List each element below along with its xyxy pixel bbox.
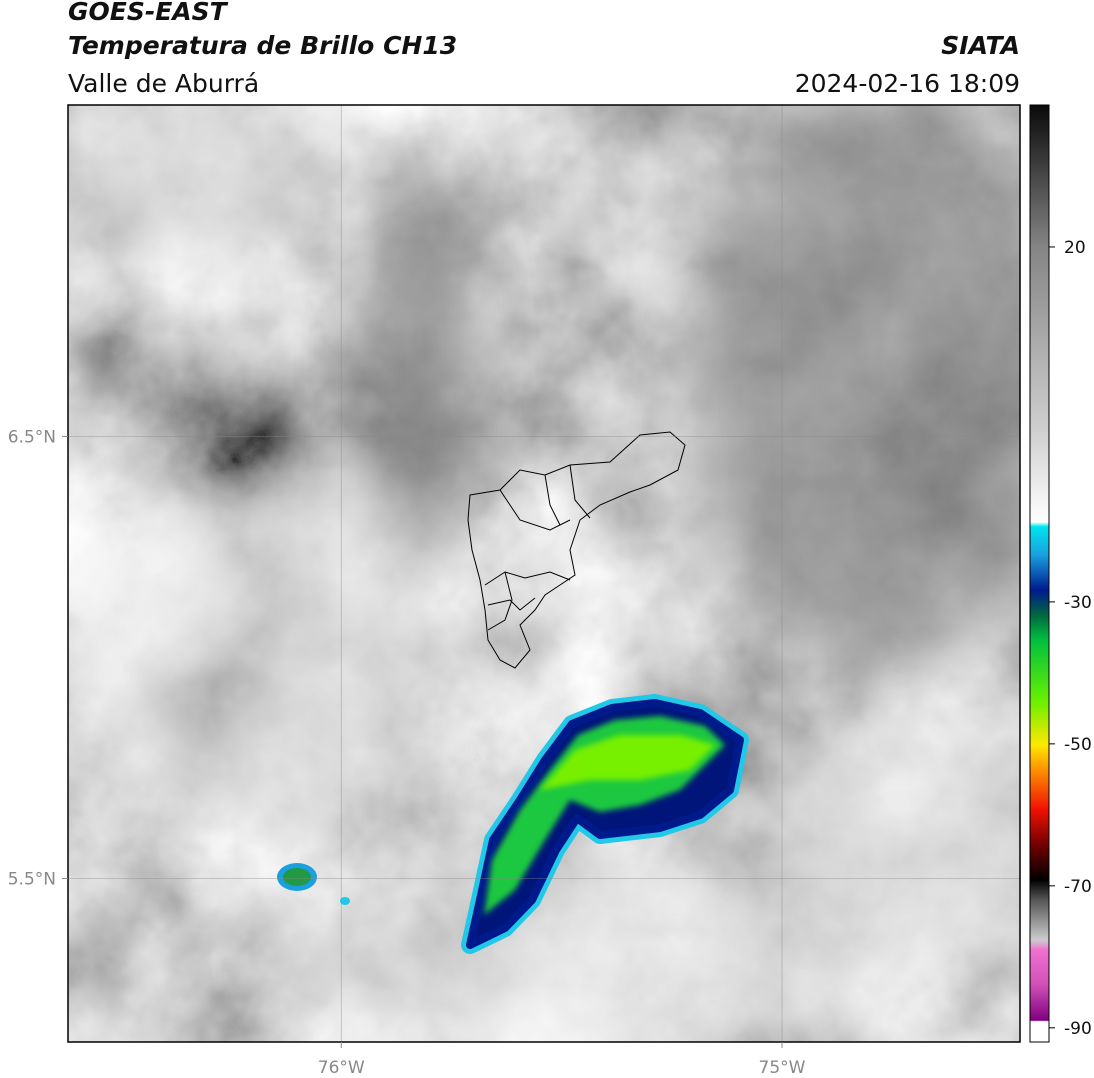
region: Valle de Aburrá	[68, 69, 259, 98]
colorbar-tick-label: -90	[1064, 1019, 1092, 1039]
municipal-boundaries	[467, 431, 686, 669]
storm-cell	[277, 694, 749, 954]
x-tick-label: 75°W	[759, 1058, 806, 1078]
y-tick-label: 5.5°N	[8, 869, 56, 889]
colorbar-tick-label: -30	[1064, 593, 1092, 613]
colorbar-tick-label: -50	[1064, 735, 1092, 755]
subtitle: Temperatura de Brillo CH13	[68, 31, 457, 60]
map-frame	[67, 104, 1021, 1043]
colorbar-tick-label: 20	[1064, 238, 1086, 258]
x-tick-label: 76°W	[318, 1058, 365, 1078]
graticule	[68, 105, 1020, 1042]
y-tick-label: 6.5°N	[8, 427, 56, 447]
colorbar	[1029, 104, 1050, 1043]
source: SIATA	[941, 31, 1020, 60]
colorbar-tick-label: -70	[1064, 877, 1092, 897]
title: GOES-EAST	[68, 0, 229, 26]
satellite-image	[68, 105, 1020, 1042]
timestamp: 2024-02-16 18:09	[795, 69, 1020, 98]
